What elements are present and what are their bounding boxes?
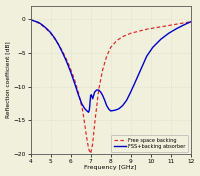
Free space backing — [65, 59, 68, 61]
Free space backing — [89, 152, 92, 155]
Free space backing — [93, 123, 96, 125]
Free space backing — [73, 79, 76, 81]
FSS+backing absorber — [90, 94, 92, 96]
FSS+backing absorber — [87, 111, 89, 113]
Free space backing — [33, 20, 36, 22]
Free space backing — [69, 68, 72, 70]
Free space backing — [105, 55, 108, 57]
Free space backing — [129, 32, 132, 34]
Free space backing — [101, 69, 104, 71]
Free space backing — [186, 21, 188, 24]
Free space backing — [29, 19, 32, 21]
Free space backing — [190, 21, 192, 23]
Free space backing — [61, 51, 64, 53]
Free space backing — [41, 25, 44, 27]
X-axis label: Frequency [GHz]: Frequency [GHz] — [84, 165, 137, 170]
Free space backing — [87, 148, 90, 150]
Free space backing — [83, 123, 86, 125]
Free space backing — [97, 89, 100, 91]
Free space backing — [57, 44, 60, 46]
FSS+backing absorber — [29, 19, 32, 21]
Line: FSS+backing absorber: FSS+backing absorber — [31, 20, 191, 112]
Free space backing — [170, 24, 172, 26]
Free space backing — [109, 46, 112, 49]
Free space backing — [121, 36, 124, 38]
FSS+backing absorber — [87, 111, 90, 113]
Free space backing — [45, 28, 48, 30]
Free space backing — [115, 40, 118, 42]
FSS+backing absorber — [103, 99, 106, 101]
Free space backing — [81, 109, 84, 111]
FSS+backing absorber — [45, 27, 48, 30]
Free space backing — [85, 136, 88, 138]
Y-axis label: Reflection coefficient [dB]: Reflection coefficient [dB] — [6, 42, 11, 118]
Free space backing — [178, 23, 180, 25]
Free space backing — [37, 22, 40, 24]
Free space backing — [162, 26, 164, 28]
Free space backing — [53, 38, 56, 40]
Free space backing — [154, 27, 156, 29]
Legend: Free space backing, FSS+backing absorber: Free space backing, FSS+backing absorber — [111, 135, 188, 152]
Free space backing — [49, 32, 52, 34]
Free space backing — [77, 92, 80, 95]
Free space backing — [91, 143, 94, 145]
FSS+backing absorber — [168, 32, 170, 34]
FSS+backing absorber — [190, 21, 192, 23]
FSS+backing absorber — [99, 91, 102, 93]
Free space backing — [137, 30, 140, 32]
Line: Free space backing: Free space backing — [31, 20, 191, 153]
Free space backing — [146, 28, 148, 30]
